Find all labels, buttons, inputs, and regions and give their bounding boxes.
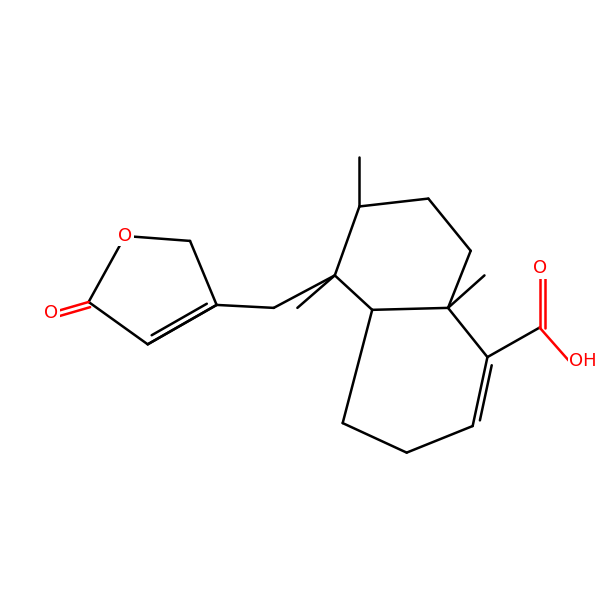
- Text: OH: OH: [569, 352, 597, 370]
- Text: O: O: [533, 259, 547, 277]
- Text: O: O: [44, 304, 58, 322]
- Text: O: O: [118, 227, 132, 245]
